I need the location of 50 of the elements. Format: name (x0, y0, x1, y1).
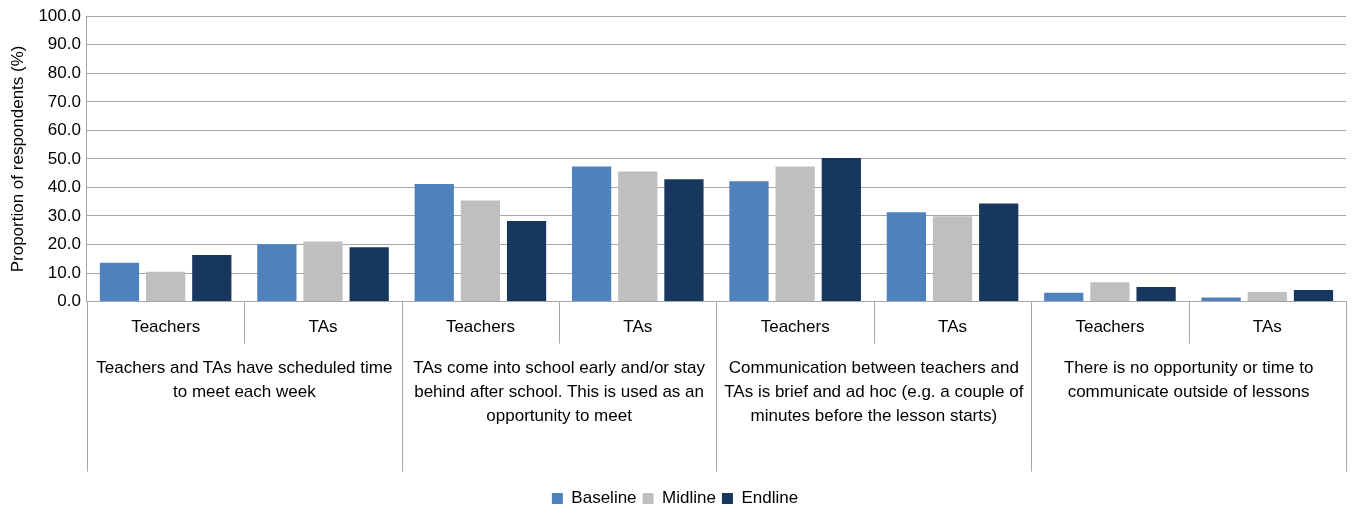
y-tick-label: 80.0 (47, 62, 81, 82)
y-axis-title: Proportion of respondents (%) (7, 45, 27, 273)
bar (349, 247, 389, 302)
y-tick-label: 20.0 (47, 234, 81, 254)
bar (1136, 287, 1176, 302)
legend-label: Baseline (571, 488, 637, 508)
y-tick-label: 100.0 (38, 5, 81, 25)
text: TAs come into school early and/or stay behind after school. This is used as an opportunity to meet (413, 357, 706, 425)
x-tick-label: Teachers (445, 317, 515, 337)
x-tick-label: TAs (938, 317, 968, 337)
legend-label: Endline (741, 488, 799, 508)
y-tick-label: 90.0 (47, 34, 81, 54)
y-tick-label: 0.0 (57, 291, 81, 311)
bar (414, 184, 454, 302)
y-tick-label: 70.0 (47, 91, 81, 111)
bar (1247, 291, 1287, 302)
x-tick-label: TAs (1252, 317, 1282, 337)
y-tick-label: 40.0 (47, 177, 81, 197)
text: Teachers and TAs have scheduled time to meet each week (96, 357, 393, 401)
bar (571, 166, 612, 302)
bar (664, 179, 704, 302)
bar (821, 158, 861, 302)
bar (1293, 289, 1334, 302)
bar (618, 171, 658, 302)
bar (146, 271, 186, 302)
text: There is no opportunity or time to communicate outside of lessons (1063, 357, 1314, 401)
bar (303, 241, 343, 302)
y-tick-label: 30.0 (47, 205, 81, 225)
bar (932, 216, 973, 302)
x-tick-label: TAs (623, 317, 653, 337)
bar (99, 262, 140, 302)
bar (506, 221, 547, 302)
x-tick-label: Teachers (1075, 317, 1145, 337)
y-tick-label: 10.0 (47, 262, 81, 282)
bar (1090, 282, 1130, 302)
bar (979, 203, 1019, 302)
x-tick-label: Teachers (131, 317, 201, 337)
x-tick-label: Teachers (760, 317, 830, 337)
bar (257, 244, 297, 302)
bar (460, 200, 501, 302)
bar (886, 212, 926, 302)
bar (192, 255, 232, 302)
legend-label: Midline (662, 488, 716, 508)
bar (729, 181, 769, 302)
text: Communication between teachers and TAs is brief and ad hoc (e.g. a couple of minutes before the lesson starts) (724, 357, 1024, 425)
bar (775, 166, 815, 302)
bar (1044, 292, 1084, 302)
x-tick-label: TAs (308, 317, 338, 337)
y-tick-label: 60.0 (47, 120, 81, 140)
y-tick-label: 50.0 (47, 148, 81, 168)
